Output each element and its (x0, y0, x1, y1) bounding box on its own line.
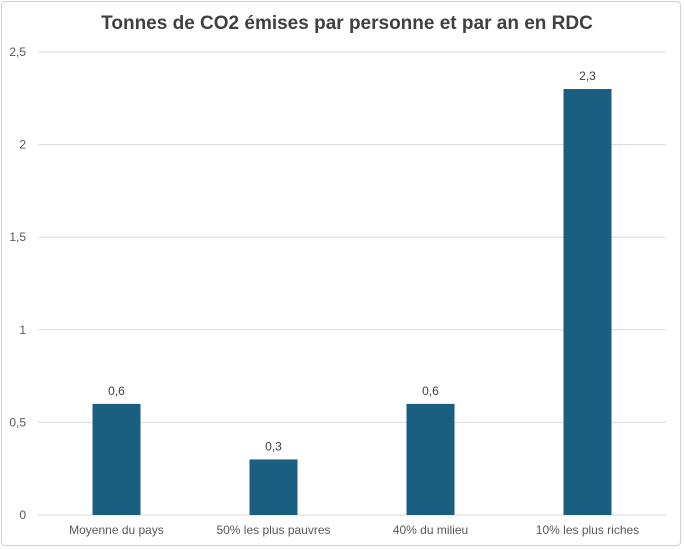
y-axis-tick-labels: 0 0,5 1 1,5 2 2,5 (9, 45, 26, 522)
bar (92, 403, 141, 515)
y-tick-label: 0 (19, 508, 26, 522)
y-tick-label: 2,5 (9, 45, 26, 59)
chart-title: Tonnes de CO2 émises par personne et par… (101, 13, 593, 34)
y-tick-label: 1 (19, 323, 26, 337)
bar (406, 403, 455, 515)
data-label: 2,3 (579, 69, 596, 83)
x-axis-tick-labels: Moyenne du pays 50% les plus pauvres 40% d… (69, 523, 639, 537)
data-labels: 0,6 0,3 0,6 2,3 (108, 69, 596, 453)
y-tick-label: 1,5 (9, 230, 26, 244)
data-label: 0,6 (108, 384, 125, 398)
y-tick-label: 0,5 (9, 415, 26, 429)
bars (92, 89, 612, 515)
x-tick-label: Moyenne du pays (69, 523, 164, 537)
gridlines (38, 51, 666, 516)
x-tick-label: 10% les plus riches (536, 523, 639, 537)
bar (249, 459, 298, 515)
y-tick-label: 2 (19, 138, 26, 152)
bar (563, 89, 612, 515)
data-label: 0,6 (422, 384, 439, 398)
x-tick-label: 50% les plus pauvres (216, 523, 330, 537)
x-tick-label: 40% du milieu (393, 523, 468, 537)
data-label: 0,3 (265, 439, 282, 453)
